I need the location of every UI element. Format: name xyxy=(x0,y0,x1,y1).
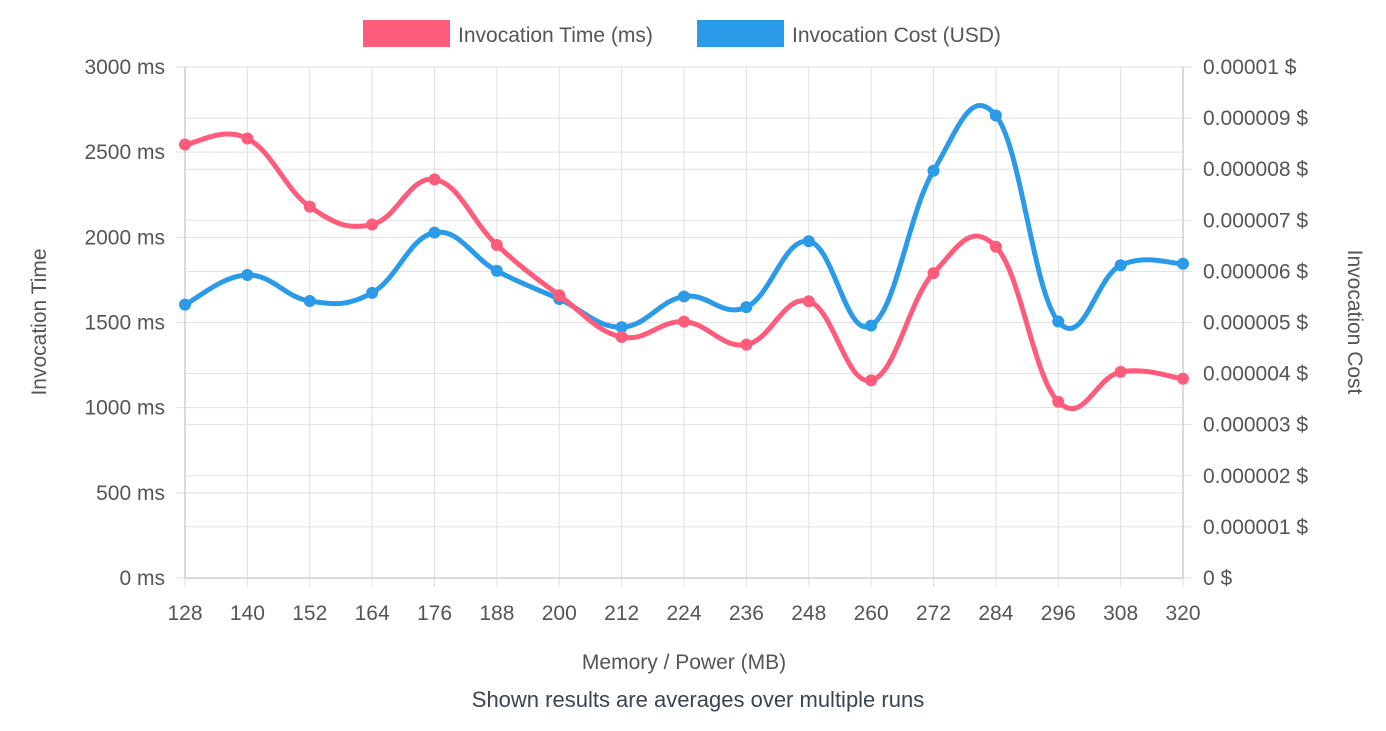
x-tick-label: 200 xyxy=(542,602,577,625)
legend-swatch-invocation-time[interactable] xyxy=(363,20,450,47)
data-point-invocation-cost[interactable] xyxy=(179,299,191,311)
x-tick-label: 296 xyxy=(1041,602,1076,625)
data-point-invocation-time[interactable] xyxy=(616,331,628,343)
x-tick-label: 128 xyxy=(167,602,202,625)
data-point-invocation-time[interactable] xyxy=(1052,396,1064,408)
y-tick-label: 0 ms xyxy=(119,567,165,590)
y-tick-label: 3000 ms xyxy=(84,56,165,79)
x-tick-label: 320 xyxy=(1165,602,1200,625)
x-tick-label: 164 xyxy=(355,602,390,625)
x-tick-label: 176 xyxy=(417,602,452,625)
y2-tick-label: 0.000005 $ xyxy=(1203,312,1308,335)
x-tick-label: 284 xyxy=(978,602,1013,625)
data-point-invocation-cost[interactable] xyxy=(678,290,690,302)
legend-swatch-invocation-cost[interactable] xyxy=(697,20,784,47)
data-point-invocation-cost[interactable] xyxy=(491,265,503,277)
y-tick-label: 2000 ms xyxy=(84,226,165,249)
data-point-invocation-time[interactable] xyxy=(366,219,378,231)
data-point-invocation-time[interactable] xyxy=(928,267,940,279)
data-point-invocation-cost[interactable] xyxy=(740,301,752,313)
x-tick-label: 308 xyxy=(1103,602,1138,625)
data-point-invocation-cost[interactable] xyxy=(304,295,316,307)
x-tick-label: 248 xyxy=(791,602,826,625)
data-point-invocation-cost[interactable] xyxy=(429,227,441,239)
y-tick-label: 500 ms xyxy=(96,482,165,505)
y-tick-label: 1500 ms xyxy=(84,312,165,335)
x-tick-label: 272 xyxy=(916,602,951,625)
y-tick-label: 1000 ms xyxy=(84,397,165,420)
legend[interactable]: Invocation Time (ms) Invocation Cost (US… xyxy=(363,20,1001,47)
data-point-invocation-cost[interactable] xyxy=(241,269,253,281)
y-tick-label: 2500 ms xyxy=(84,141,165,164)
data-point-invocation-time[interactable] xyxy=(179,139,191,151)
x-tick-label: 140 xyxy=(230,602,265,625)
x-tick-label: 188 xyxy=(479,602,514,625)
y2-tick-label: 0.000002 $ xyxy=(1203,465,1308,488)
data-point-invocation-cost[interactable] xyxy=(1052,315,1064,327)
x-tick-label: 212 xyxy=(604,602,639,625)
y2-tick-label: 0.000004 $ xyxy=(1203,363,1308,386)
x-tick-label: 236 xyxy=(729,602,764,625)
data-point-invocation-time[interactable] xyxy=(990,241,1002,253)
data-point-invocation-time[interactable] xyxy=(803,295,815,307)
legend-label-invocation-time[interactable]: Invocation Time (ms) xyxy=(458,24,653,47)
data-point-invocation-time[interactable] xyxy=(429,173,441,185)
data-point-invocation-time[interactable] xyxy=(865,374,877,386)
y2-tick-label: 0.00001 $ xyxy=(1203,56,1297,79)
data-point-invocation-cost[interactable] xyxy=(366,287,378,299)
data-point-invocation-time[interactable] xyxy=(740,339,752,351)
data-point-invocation-cost[interactable] xyxy=(1115,259,1127,271)
x-tick-label: 224 xyxy=(666,602,701,625)
y2-tick-label: 0 $ xyxy=(1203,567,1233,590)
data-point-invocation-time[interactable] xyxy=(678,316,690,328)
y2-tick-label: 0.000006 $ xyxy=(1203,260,1308,283)
data-point-invocation-time[interactable] xyxy=(304,201,316,213)
chart-footnote: Shown results are averages over multiple… xyxy=(472,687,924,712)
y2-tick-label: 0.000009 $ xyxy=(1203,107,1308,130)
x-tick-label: 152 xyxy=(292,602,327,625)
data-point-invocation-cost[interactable] xyxy=(990,110,1002,122)
data-point-invocation-time[interactable] xyxy=(491,239,503,251)
axis-layer: 128 140 152 164 176 188 200 212 224 236 248 260 272 2… xyxy=(84,56,1308,625)
legend-label-invocation-cost[interactable]: Invocation Cost (USD) xyxy=(792,24,1001,47)
x-tick-label: 260 xyxy=(854,602,889,625)
data-point-invocation-time[interactable] xyxy=(1115,366,1127,378)
x-axis-title: Memory / Power (MB) xyxy=(582,651,786,674)
y-axis-title-right: Invocation Cost xyxy=(1343,250,1366,395)
data-point-invocation-time[interactable] xyxy=(553,289,565,301)
y2-tick-label: 0.000001 $ xyxy=(1203,516,1308,539)
data-point-invocation-time[interactable] xyxy=(1177,373,1189,385)
data-point-invocation-cost[interactable] xyxy=(1177,258,1189,270)
y-axis-title-left: Invocation Time xyxy=(28,248,51,395)
data-point-invocation-cost[interactable] xyxy=(928,165,940,177)
y2-tick-label: 0.000007 $ xyxy=(1203,209,1308,232)
y2-tick-label: 0.000008 $ xyxy=(1203,158,1308,181)
data-point-invocation-cost[interactable] xyxy=(865,320,877,332)
data-point-invocation-cost[interactable] xyxy=(803,235,815,247)
data-point-invocation-time[interactable] xyxy=(241,133,253,145)
y2-tick-label: 0.000003 $ xyxy=(1203,414,1308,437)
